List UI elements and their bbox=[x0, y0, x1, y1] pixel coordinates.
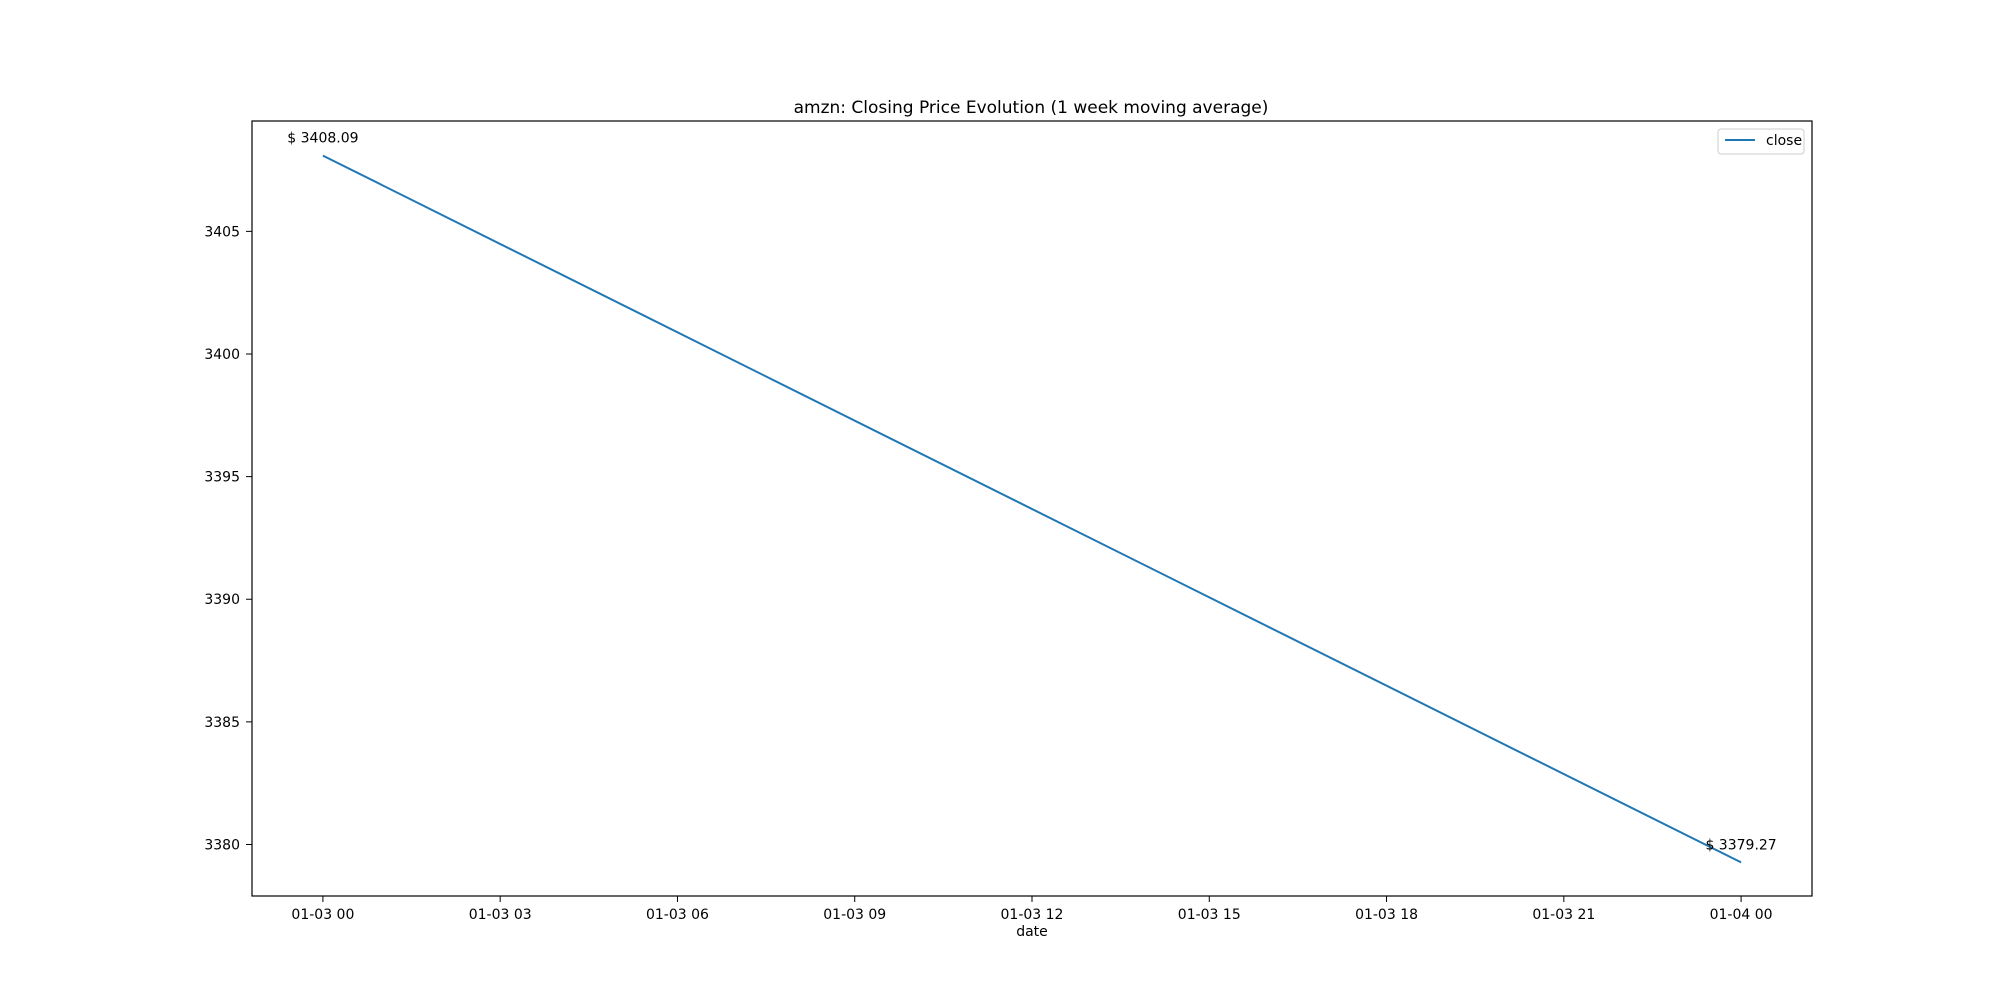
legend-box bbox=[1717, 128, 1805, 155]
chart-title: amzn: Closing Price Evolution (1 week mo… bbox=[794, 98, 1269, 118]
x-tick-label: 01-03 21 bbox=[1532, 907, 1595, 923]
legend-label-close: close bbox=[1766, 133, 1802, 149]
x-axis: 01-03 00 01-03 03 01-03 06 01-03 09 01-03 12… bbox=[291, 896, 1773, 923]
x-tick-label: 01-03 15 bbox=[1178, 907, 1241, 923]
series-line-close bbox=[322, 154, 1742, 864]
x-tick-label: 01-03 18 bbox=[1355, 907, 1418, 923]
series-layer bbox=[322, 154, 1742, 864]
x-tick-label: 01-03 06 bbox=[646, 907, 709, 923]
x-tick-label: 01-03 03 bbox=[469, 907, 532, 923]
y-tick-label: 3400 bbox=[204, 347, 240, 363]
x-tick-label: 01-03 09 bbox=[823, 907, 886, 923]
legend: close bbox=[1717, 128, 1805, 155]
y-tick-label: 3390 bbox=[204, 592, 240, 608]
y-tick-label: 3405 bbox=[204, 224, 240, 240]
x-axis-label: date bbox=[1016, 924, 1048, 940]
x-tick-label: 01-03 12 bbox=[1001, 907, 1064, 923]
x-tick-label: 01-04 00 bbox=[1710, 907, 1773, 923]
y-tick-label: 3380 bbox=[204, 837, 240, 853]
y-tick-label: 3395 bbox=[204, 470, 240, 486]
data-label: $ 3379.27 bbox=[1705, 837, 1776, 853]
y-tick-label: 3385 bbox=[204, 715, 240, 731]
data-label: $ 3408.09 bbox=[287, 131, 358, 147]
annotation-layer: $ 3408.09 $ 3379.27 bbox=[287, 131, 1776, 854]
x-tick-label: 01-03 00 bbox=[291, 907, 354, 923]
y-axis: 3380 3385 3390 3395 3400 3405 bbox=[204, 224, 252, 853]
